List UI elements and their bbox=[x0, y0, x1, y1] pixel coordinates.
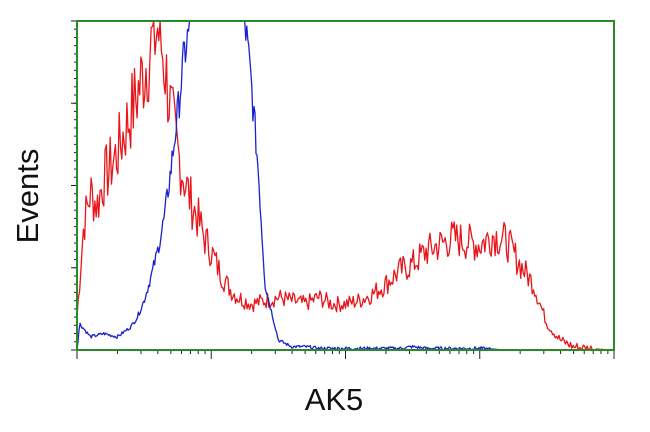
series-line-0 bbox=[76, 20, 615, 351]
plot-frame bbox=[76, 20, 615, 351]
y-axis-label: Events bbox=[10, 149, 45, 244]
x-axis-label: AK5 bbox=[305, 382, 364, 417]
series-line-1 bbox=[76, 20, 507, 351]
plot-area bbox=[76, 20, 615, 351]
